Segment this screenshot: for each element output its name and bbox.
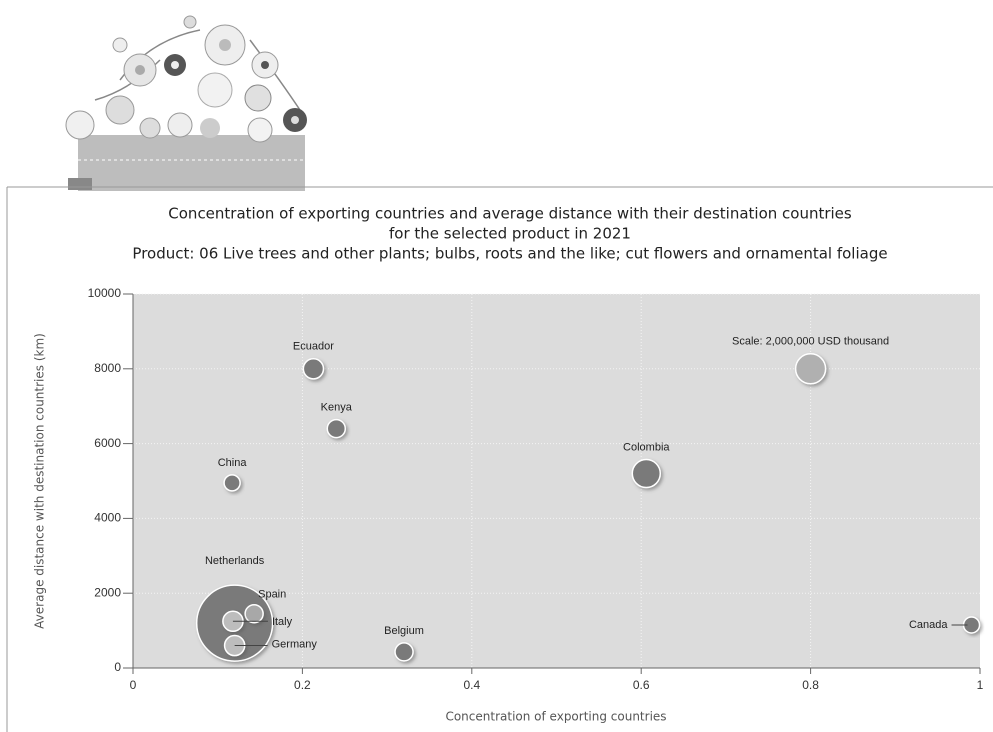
chart-panel bbox=[6, 186, 993, 732]
bubble bbox=[631, 458, 662, 489]
bubble bbox=[244, 604, 264, 624]
bubble bbox=[794, 353, 827, 385]
point-label: Kenya bbox=[321, 402, 353, 414]
point-label: Belgium bbox=[384, 625, 424, 637]
bubble bbox=[394, 642, 414, 662]
y-tick-label: 8000 bbox=[94, 361, 121, 375]
point-label: Colombia bbox=[623, 441, 670, 453]
bubble bbox=[223, 474, 241, 492]
y-tick-label: 10000 bbox=[88, 286, 122, 300]
y-axis-label: Average distance with destination countr… bbox=[33, 333, 47, 629]
x-axis-label: Concentration of exporting countries bbox=[445, 710, 666, 724]
point-label: China bbox=[218, 457, 248, 469]
scale-label: Scale: 2,000,000 USD thousand bbox=[732, 336, 889, 348]
point-label: Spain bbox=[258, 589, 286, 601]
x-tick-label: 0 bbox=[130, 678, 137, 692]
chart-title: Product: 06 Live trees and other plants;… bbox=[132, 245, 887, 263]
y-tick-label: 4000 bbox=[94, 511, 121, 525]
y-tick-label: 2000 bbox=[94, 585, 121, 599]
x-tick-label: 0.2 bbox=[294, 678, 311, 692]
bubble bbox=[302, 357, 325, 380]
point-label: Italy bbox=[272, 616, 293, 628]
y-tick-label: 0 bbox=[114, 660, 121, 674]
x-tick-label: 0.6 bbox=[633, 678, 650, 692]
flower-illustration bbox=[65, 15, 307, 191]
point-label: Canada bbox=[909, 619, 948, 631]
x-tick-label: 0.4 bbox=[463, 678, 480, 692]
x-tick-label: 0.8 bbox=[802, 678, 819, 692]
x-tick-label: 1 bbox=[977, 678, 984, 692]
point-label: Netherlands bbox=[205, 555, 265, 567]
chart-title: for the selected product in 2021 bbox=[389, 225, 631, 243]
bubble bbox=[326, 418, 347, 439]
y-tick-label: 6000 bbox=[94, 436, 121, 450]
point-label: Germany bbox=[272, 638, 318, 650]
chart-title: Concentration of exporting countries and… bbox=[168, 205, 852, 223]
plot-area bbox=[133, 294, 980, 668]
point-label: Ecuador bbox=[293, 341, 334, 353]
